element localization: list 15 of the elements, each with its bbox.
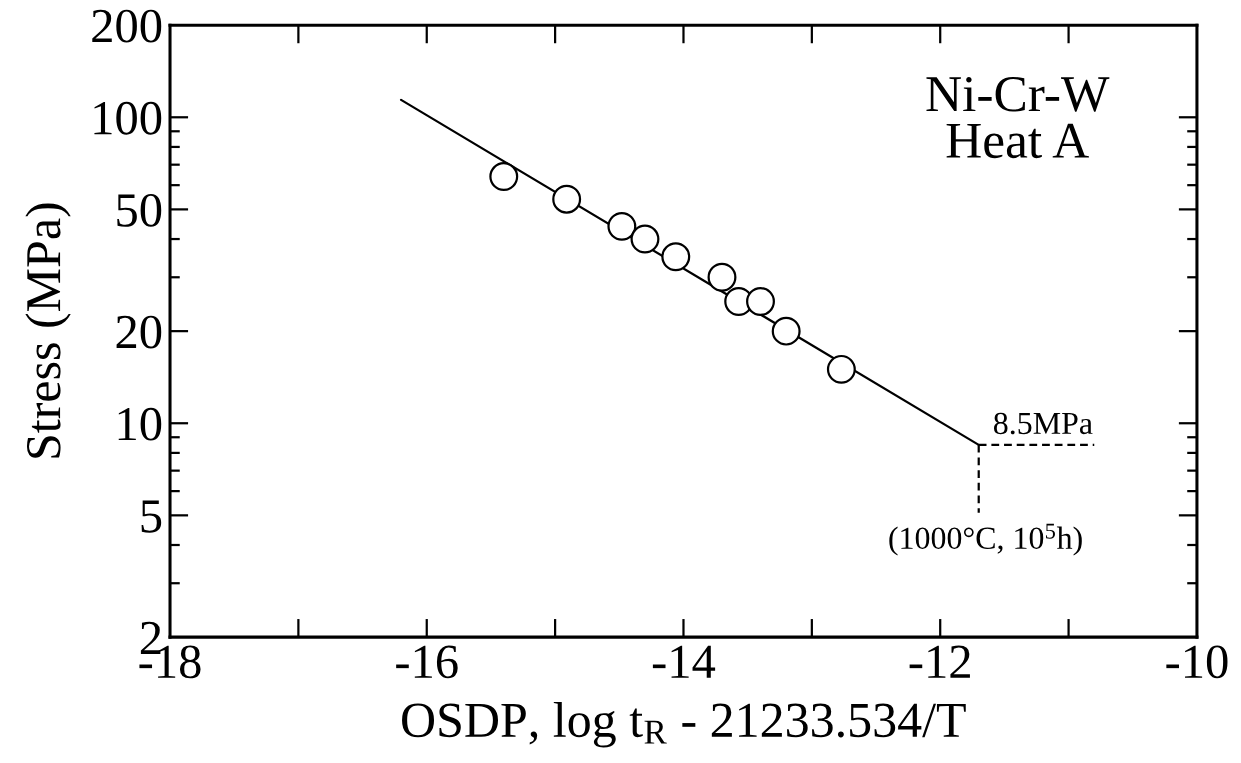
- x-tick-label: -10: [1166, 645, 1228, 679]
- y-tick-label: 20: [116, 315, 162, 349]
- x-axis-title: OSDP, log t$_{R}$ - 21233.534/T: [402, 702, 966, 748]
- y-tick-label: 50: [117, 193, 162, 227]
- annotation: Ni-Cr-W Heat A: [926, 76, 1110, 159]
- annotation: 8.5MPa: [993, 412, 1093, 435]
- y-tick-label: 5: [141, 500, 162, 533]
- y-tick-label: 200: [92, 9, 162, 43]
- y-tick-label: 10: [118, 407, 162, 441]
- annotation: (1000°C, 10$^{5}$h): [889, 523, 1082, 556]
- y-axis-title: Stress (MPa): [25, 203, 71, 458]
- y-tick-label: 100: [94, 101, 162, 135]
- x-tick-label: -16: [396, 645, 458, 679]
- x-tick-label: -12: [909, 645, 970, 678]
- x-tick-label: -14: [652, 645, 716, 678]
